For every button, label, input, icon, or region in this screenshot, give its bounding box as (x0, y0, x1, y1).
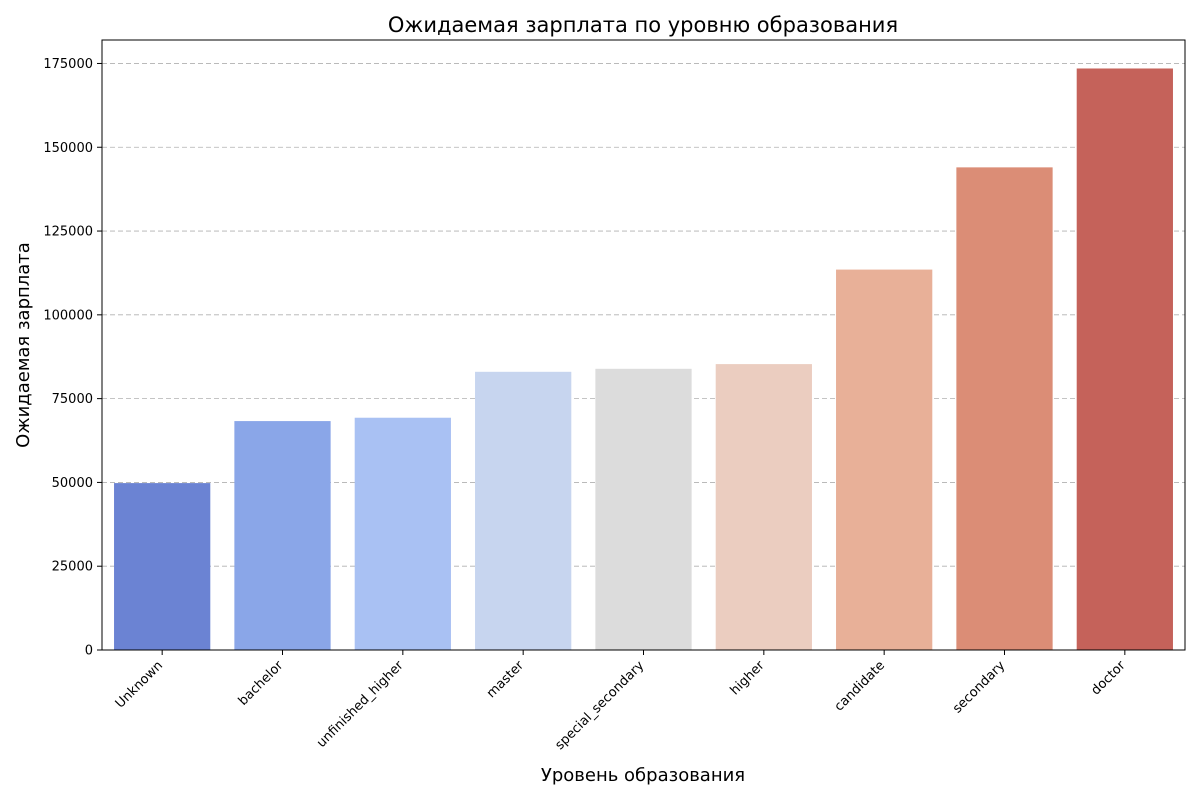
bar-bachelor (234, 421, 331, 650)
y-tick-label: 50000 (52, 476, 93, 491)
x-tick-label: doctor (1089, 658, 1130, 699)
x-tick-label: unfinished_higher (314, 658, 407, 751)
x-tick-label: master (484, 658, 527, 701)
bar-unfinished-higher (354, 417, 451, 650)
x-axis-ticks: Unknown bachelor unfinished_higher master sp… (113, 650, 1129, 753)
y-tick-label: 150000 (43, 141, 93, 156)
y-axis-ticks: 0 25000 50000 75000 100000 125000 150000 175000 (43, 57, 102, 659)
bars (114, 68, 1173, 650)
y-tick-label: 75000 (52, 392, 93, 407)
bar-candidate (836, 269, 933, 650)
bar-master (475, 371, 572, 650)
x-tick-label: secondary (950, 658, 1008, 716)
bar-higher (715, 364, 812, 650)
chart-title: Ожидаемая зарплата по уровню образования (388, 13, 898, 37)
y-tick-label: 125000 (43, 225, 93, 240)
bar-doctor (1076, 68, 1173, 650)
y-tick-label: 100000 (43, 308, 93, 323)
x-axis-label: Уровень образования (541, 765, 745, 786)
x-tick-label: Unknown (113, 658, 166, 711)
y-axis-label: Ожидаемая зарплата (13, 242, 34, 448)
y-tick-label: 175000 (43, 57, 93, 72)
y-tick-label: 25000 (52, 560, 93, 575)
x-tick-label: candidate (832, 658, 888, 714)
x-tick-label: special_secondary (552, 658, 647, 753)
bar-secondary (956, 167, 1053, 650)
bar-unknown (114, 483, 211, 650)
x-tick-label: higher (728, 658, 769, 699)
plot-frame (101, 39, 1186, 651)
x-tick-label: bachelor (236, 658, 287, 709)
bar-special-secondary (595, 368, 692, 650)
y-tick-label: 0 (85, 644, 93, 659)
